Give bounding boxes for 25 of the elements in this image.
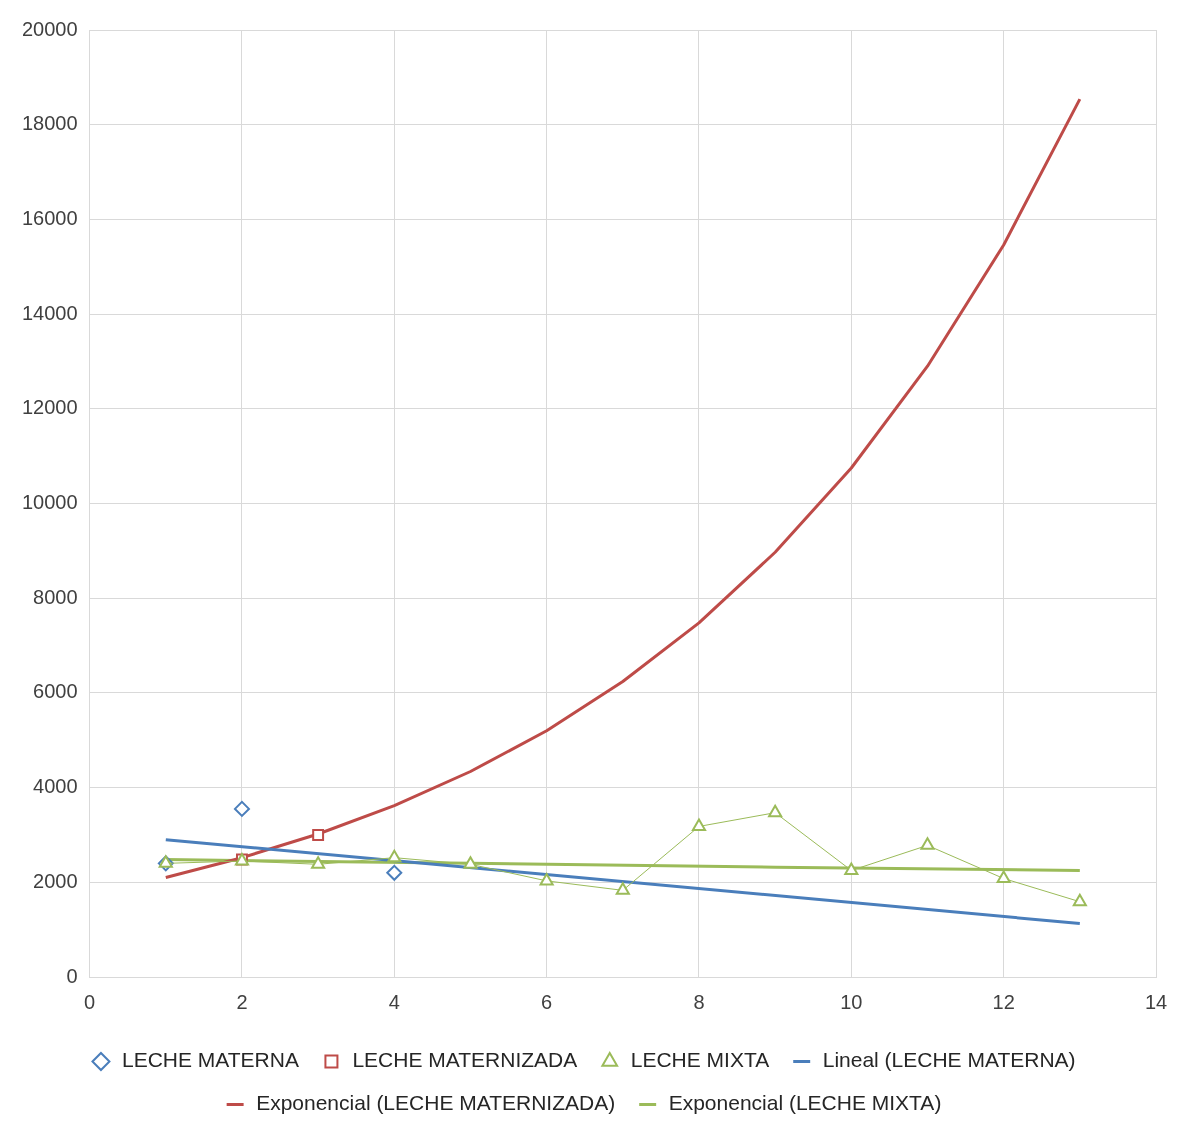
legend-label: LECHE MATERNIZADA — [352, 1048, 578, 1072]
x-tick-label: 10 — [840, 990, 863, 1013]
y-tick-label: 4000 — [33, 775, 78, 798]
y-tick-label: 6000 — [33, 680, 78, 703]
y-tick-label: 0 — [66, 964, 78, 987]
legend-label: LECHE MIXTA — [630, 1048, 770, 1072]
x-tick-label: 4 — [388, 990, 400, 1013]
x-tick-label: 6 — [541, 990, 553, 1013]
x-tick-label: 12 — [992, 990, 1015, 1013]
y-tick-label: 12000 — [21, 396, 78, 419]
y-tick-label: 16000 — [21, 206, 78, 229]
y-tick-label: 14000 — [21, 301, 78, 324]
x-tick-label: 14 — [1144, 990, 1168, 1013]
x-tick-label: 8 — [693, 990, 705, 1013]
y-tick-label: 18000 — [21, 112, 78, 135]
legend-label: Exponencial (LECHE MATERNIZADA) — [256, 1091, 616, 1115]
y-tick-label: 10000 — [21, 491, 78, 514]
x-tick-label: 0 — [84, 990, 96, 1013]
y-tick-label: 2000 — [33, 869, 78, 892]
legend-label: Exponencial (LECHE MIXTA) — [668, 1091, 942, 1115]
y-tick-label: 20000 — [21, 17, 78, 40]
legend-label: Lineal (LECHE MATERNA) — [822, 1048, 1076, 1072]
y-tick-label: 8000 — [33, 585, 78, 608]
x-tick-label: 2 — [236, 990, 248, 1013]
legend-label: LECHE MATERNA — [121, 1048, 299, 1072]
